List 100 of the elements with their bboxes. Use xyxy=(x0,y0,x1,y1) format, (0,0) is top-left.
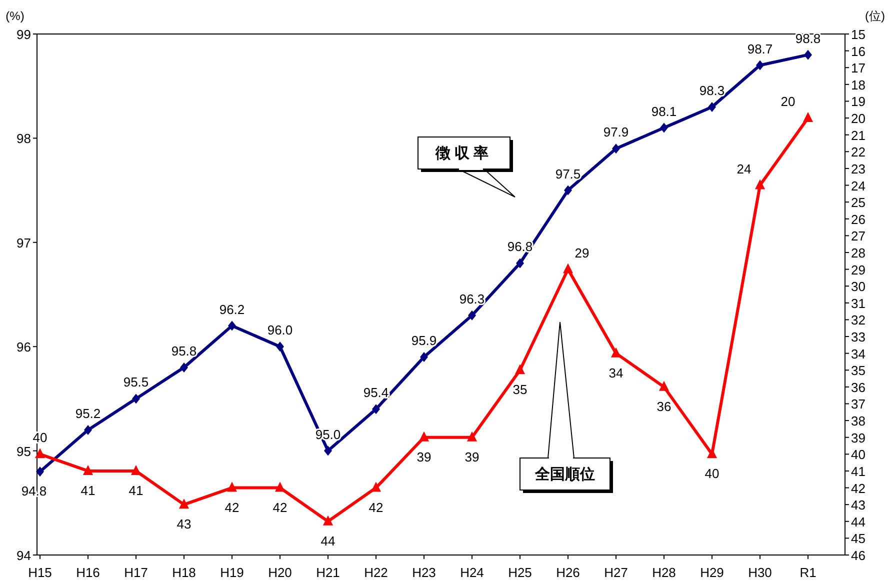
y2-tick-label: 31 xyxy=(851,296,866,311)
x-tick-label: H30 xyxy=(748,565,772,580)
data-label: 98.8 xyxy=(795,30,821,46)
point xyxy=(276,342,284,352)
data-label: 42 xyxy=(272,500,288,515)
point xyxy=(708,102,716,112)
y2-tick-label: 22 xyxy=(851,144,866,160)
point xyxy=(228,320,236,331)
point xyxy=(564,185,572,196)
point xyxy=(227,482,237,492)
data-label: 98.3 xyxy=(699,82,725,98)
data-label: 41 xyxy=(128,482,144,498)
y2-tick-label: 44 xyxy=(851,514,866,530)
y-axis-title: (%) xyxy=(6,9,24,23)
point xyxy=(180,362,188,372)
point xyxy=(420,352,428,362)
data-label: 42 xyxy=(368,500,384,515)
point xyxy=(467,431,477,442)
y2-tick-label: 24 xyxy=(851,178,866,194)
point xyxy=(803,112,813,122)
data-label: 95.8 xyxy=(171,343,197,358)
x-tick-label: H27 xyxy=(604,565,628,580)
y2-tick-label: 25 xyxy=(851,195,866,210)
point xyxy=(563,263,573,274)
y2-tick-label: 37 xyxy=(851,396,866,412)
point xyxy=(84,424,92,435)
data-label: 43 xyxy=(176,516,192,532)
x-tick-label: H21 xyxy=(316,565,340,580)
y2-tick-label: 39 xyxy=(851,430,866,446)
data-label: 39 xyxy=(416,449,432,464)
y2-axis-title: (位) xyxy=(865,9,885,23)
y2-tick-label: 19 xyxy=(851,94,866,110)
data-label: 24 xyxy=(736,161,752,176)
data-label: 39 xyxy=(464,449,480,464)
x-tick-label: R1 xyxy=(800,565,816,580)
data-label: 40 xyxy=(704,466,720,482)
data-label: 95.9 xyxy=(411,333,437,348)
x-tick-label: H25 xyxy=(508,565,532,580)
point xyxy=(611,347,621,358)
data-label: 29 xyxy=(574,245,590,260)
point xyxy=(419,431,429,442)
data-label: 96.0 xyxy=(267,322,293,338)
point xyxy=(515,364,525,374)
y2-tick-label: 21 xyxy=(851,128,866,143)
x-tick-label: H15 xyxy=(28,565,52,580)
data-label: 42 xyxy=(224,500,240,515)
x-tick-label: H23 xyxy=(412,565,436,580)
data-label: 34 xyxy=(608,365,624,380)
data-label: 95.5 xyxy=(123,374,149,390)
y2-tick-label: 23 xyxy=(851,161,866,176)
y2-tick-label: 38 xyxy=(851,414,866,429)
y2-tick-label: 41 xyxy=(851,464,866,479)
point xyxy=(516,258,524,268)
x-tick-label: H20 xyxy=(268,565,292,580)
y2-tick-label: 32 xyxy=(851,312,866,328)
point xyxy=(659,380,669,391)
point xyxy=(612,144,620,154)
y2-tick-label: 20 xyxy=(851,111,866,126)
y2-tick-label: 17 xyxy=(851,60,866,76)
data-label: 44 xyxy=(320,533,336,548)
point xyxy=(756,60,764,70)
point xyxy=(36,466,44,477)
data-label: 96.3 xyxy=(459,291,485,306)
point xyxy=(131,464,141,475)
y2-tick-label: 15 xyxy=(851,27,866,42)
y-tick-label: 98 xyxy=(16,131,31,146)
point xyxy=(660,122,668,133)
y2-tick-label: 26 xyxy=(851,212,866,227)
x-tick-label: H22 xyxy=(364,565,388,580)
y2-tick-label: 16 xyxy=(851,44,866,59)
y-tick-label: 97 xyxy=(16,235,31,250)
x-tick-label: H26 xyxy=(556,565,580,580)
x-tick-label: H18 xyxy=(172,565,196,580)
data-label: 98.7 xyxy=(747,41,773,56)
x-tick-label: H28 xyxy=(652,565,676,580)
data-label: 96.2 xyxy=(219,302,245,317)
y2-tick-label: 33 xyxy=(851,330,866,345)
point xyxy=(179,498,189,509)
data-label: 97.5 xyxy=(555,166,581,182)
data-label: 97.9 xyxy=(603,124,629,140)
data-label: 20 xyxy=(780,94,796,110)
x-tick-label: H17 xyxy=(124,565,148,580)
y-tick-label: 96 xyxy=(16,340,31,355)
y-tick-label: 99 xyxy=(16,27,31,42)
y2-tick-label: 36 xyxy=(851,380,866,395)
data-label: 41 xyxy=(80,482,96,498)
y2-tick-label: 43 xyxy=(851,498,866,513)
x-tick-label: H16 xyxy=(76,565,100,580)
x-tick-label: H19 xyxy=(220,565,244,580)
y2-tick-label: 18 xyxy=(851,77,866,92)
data-label: 35 xyxy=(512,382,528,398)
y-tick-label: 95 xyxy=(16,444,31,459)
y2-tick-label: 27 xyxy=(851,228,866,244)
y2-tick-label: 45 xyxy=(851,531,866,546)
y2-tick-label: 35 xyxy=(851,363,866,378)
point xyxy=(804,50,812,60)
point xyxy=(132,394,140,404)
point xyxy=(324,446,332,456)
y2-tick-label: 30 xyxy=(851,279,866,294)
x-tick-label: H24 xyxy=(460,565,484,580)
